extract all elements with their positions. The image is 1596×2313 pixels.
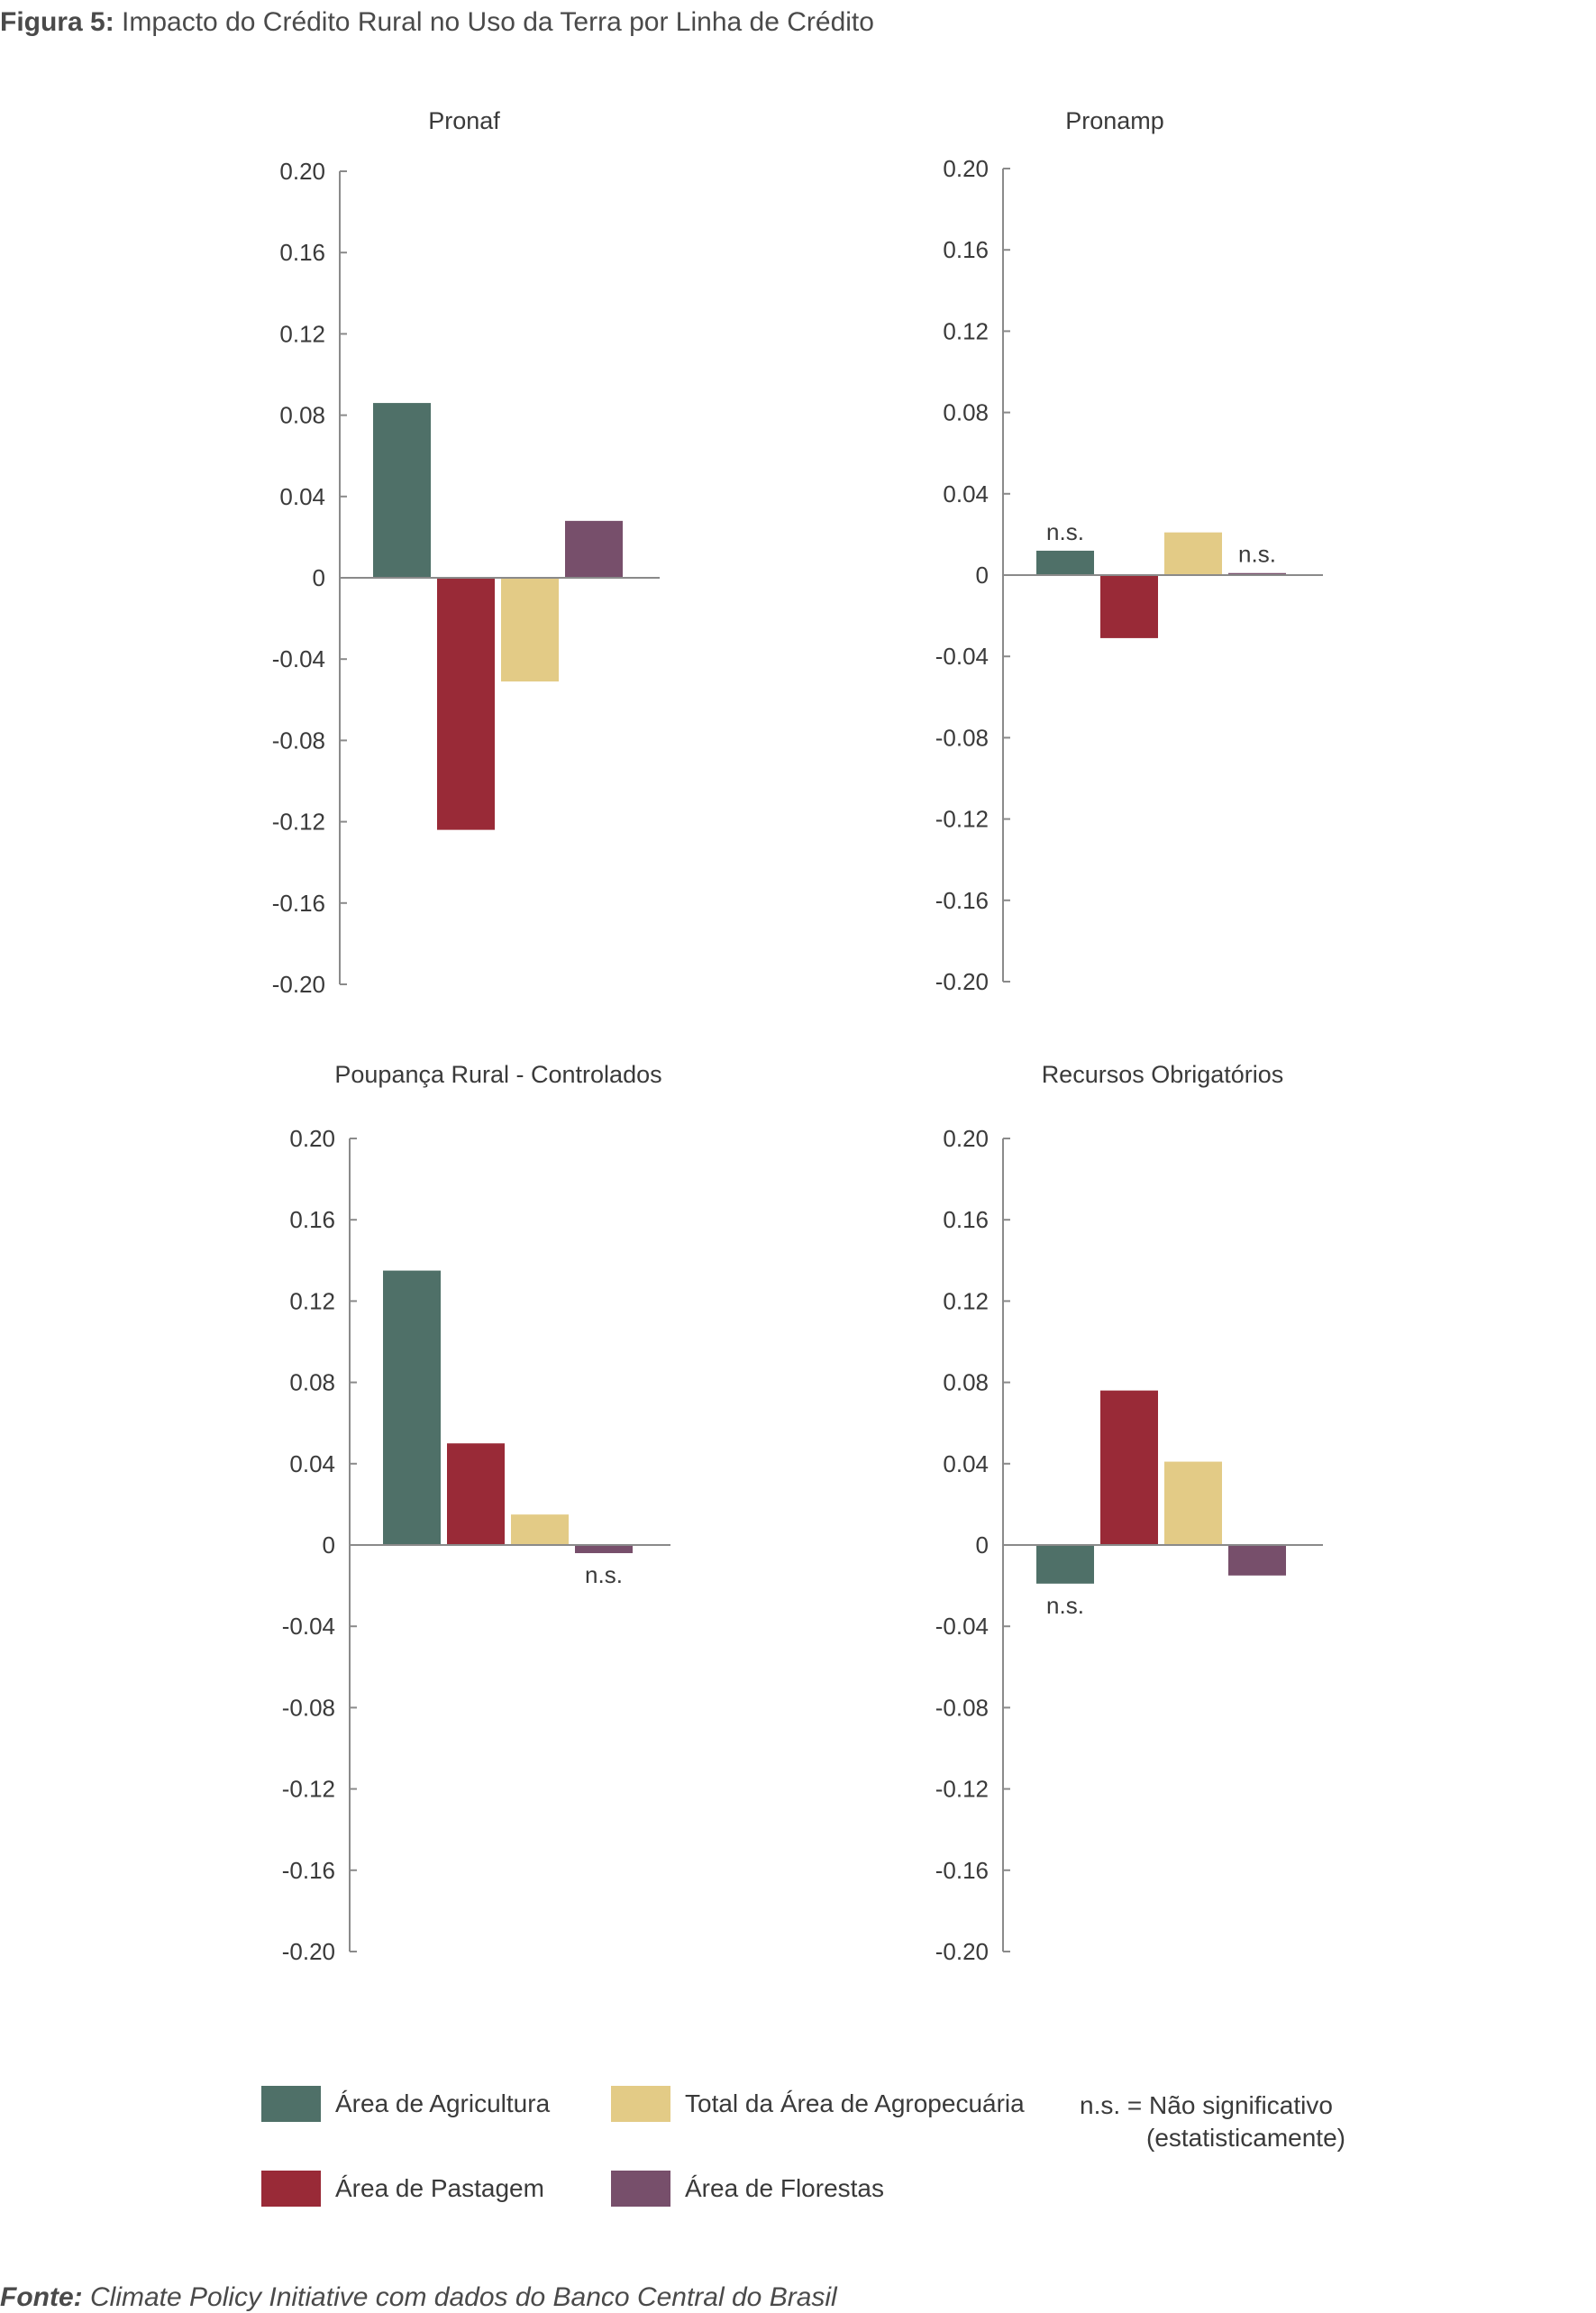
- y-tick-label: -0.12: [282, 1776, 335, 1803]
- y-tick-label: 0: [323, 1531, 335, 1559]
- y-tick-label: -0.16: [282, 1857, 335, 1884]
- figure-title: Figura 5: Impacto do Crédito Rural no Us…: [0, 7, 874, 38]
- y-tick-label: -0.04: [935, 643, 989, 670]
- bar-3: [511, 1514, 569, 1545]
- chart-title: Pronamp: [1065, 107, 1164, 134]
- bar-3: [1164, 1461, 1222, 1545]
- y-tick-label: 0.16: [279, 239, 325, 266]
- figure-title-text: Impacto do Crédito Rural no Uso da Terra…: [122, 7, 874, 37]
- y-tick-label: 0.16: [943, 1206, 989, 1233]
- chart-1: Pronamp 0.20 0.16 0.12 0.08 0.04 0 -0.04 -0.08 -0…: [935, 107, 1323, 995]
- y-tick-label: 0.20: [289, 1125, 335, 1152]
- figure-label: Figura 5:: [0, 7, 114, 37]
- bar-2: [1100, 1390, 1158, 1545]
- y-tick-label: -0.08: [272, 727, 325, 754]
- bar-3: [501, 578, 559, 682]
- ns-label: n.s.: [1046, 518, 1084, 545]
- chart-title: Poupança Rural - Controlados: [334, 1061, 661, 1088]
- y-tick-label: 0: [313, 564, 325, 591]
- y-tick-label: 0: [976, 1531, 989, 1559]
- y-tick-label: -0.08: [935, 724, 989, 751]
- bar-3: [1164, 532, 1222, 575]
- source-note: Fonte: Climate Policy Initiative com dad…: [0, 2282, 837, 2313]
- bar-1: [373, 403, 431, 578]
- bar-2: [437, 578, 495, 830]
- y-tick-label: 0.08: [289, 1369, 335, 1396]
- y-tick-label: 0.08: [943, 1369, 989, 1396]
- y-tick-label: 0.20: [943, 1125, 989, 1152]
- y-tick-label: -0.04: [272, 645, 325, 672]
- y-tick-label: 0.20: [943, 155, 989, 182]
- bar-1: [383, 1270, 441, 1545]
- bar-2: [447, 1443, 505, 1545]
- chart-3: Recursos Obrigatórios 0.20 0.16 0.12 0.08 0.0…: [935, 1061, 1323, 1965]
- y-tick-label: 0.04: [279, 483, 325, 510]
- y-tick-label: 0.04: [289, 1450, 335, 1477]
- y-tick-label: -0.20: [282, 1938, 335, 1965]
- chart-0: Pronaf 0.20 0.16 0.12 0.08 0.04 0 -0.04 -0.08 -0.…: [272, 107, 660, 998]
- y-tick-label: -0.16: [272, 890, 325, 917]
- y-tick-label: 0.04: [943, 480, 989, 507]
- chart-title: Recursos Obrigatórios: [1042, 1061, 1284, 1088]
- bar-4: [565, 520, 623, 578]
- y-tick-label: 0.08: [943, 399, 989, 426]
- y-tick-label: 0.12: [943, 317, 989, 344]
- y-tick-label: 0.16: [289, 1206, 335, 1233]
- bar-1: [1036, 550, 1094, 575]
- ns-label: n.s.: [585, 1561, 623, 1588]
- y-tick-label: -0.16: [935, 887, 989, 914]
- y-tick-label: 0.12: [943, 1287, 989, 1314]
- bar-1: [1036, 1545, 1094, 1584]
- y-tick-label: -0.20: [935, 1938, 989, 1965]
- y-tick-label: 0: [976, 562, 989, 589]
- bar-2: [1100, 575, 1158, 638]
- bar-4: [575, 1545, 633, 1554]
- ns-label: n.s.: [1238, 541, 1276, 568]
- ns-label: n.s.: [1046, 1592, 1084, 1619]
- y-tick-label: -0.20: [935, 968, 989, 995]
- y-tick-label: -0.04: [282, 1613, 335, 1640]
- source-text: Climate Policy Initiative com dados do B…: [89, 2282, 837, 2312]
- chart-2: Poupança Rural - Controlados 0.20 0.16 0.12…: [282, 1061, 670, 1965]
- y-tick-label: 0.20: [279, 158, 325, 185]
- bar-4: [1228, 1545, 1286, 1576]
- y-tick-label: 0.08: [279, 402, 325, 429]
- y-tick-label: -0.08: [935, 1694, 989, 1721]
- y-tick-label: -0.08: [282, 1694, 335, 1721]
- y-tick-label: 0.12: [279, 320, 325, 347]
- bar-4: [1228, 572, 1286, 575]
- y-tick-label: 0.12: [289, 1287, 335, 1314]
- source-label: Fonte:: [0, 2282, 83, 2312]
- y-tick-label: 0.16: [943, 236, 989, 263]
- y-tick-label: -0.12: [935, 806, 989, 833]
- y-tick-label: -0.12: [272, 809, 325, 836]
- y-tick-label: -0.04: [935, 1613, 989, 1640]
- y-tick-label: -0.16: [935, 1857, 989, 1884]
- chart-title: Pronaf: [428, 107, 500, 134]
- y-tick-label: -0.12: [935, 1776, 989, 1803]
- y-tick-label: 0.04: [943, 1450, 989, 1477]
- y-tick-label: -0.20: [272, 971, 325, 998]
